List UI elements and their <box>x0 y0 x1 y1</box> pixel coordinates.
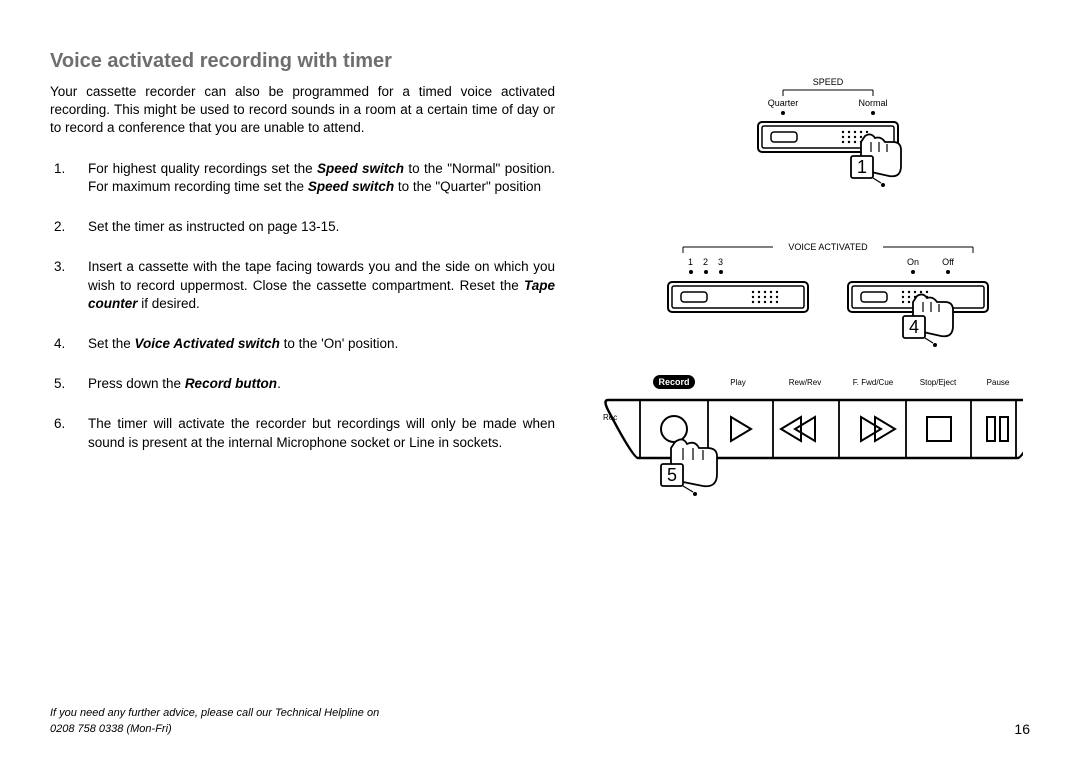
page-footer: If you need any further advice, please c… <box>50 706 1030 737</box>
step-6: 6.The timer will activate the recorder b… <box>78 415 555 451</box>
content-row: Voice activated recording with timer You… <box>50 50 1030 515</box>
va-on-label: On <box>907 257 919 267</box>
rew-label: Rew/Rev <box>789 378 821 387</box>
pause-label: Pause <box>987 378 1010 387</box>
va-num-2: 2 <box>703 257 708 267</box>
callout-1-text: 1 <box>857 157 867 177</box>
speed-label: SPEED <box>813 77 844 87</box>
va-num-1: 1 <box>688 257 693 267</box>
callout-4-text: 4 <box>909 317 919 337</box>
voice-activated-label: VOICE ACTIVATED <box>788 242 868 252</box>
manual-page: Voice activated recording with timer You… <box>0 0 1080 761</box>
step-3: 3. Insert a cassette with the tape facin… <box>78 258 555 313</box>
record-label: Record <box>658 377 689 387</box>
step-5: 5. Press down the Record button. <box>78 375 555 393</box>
page-number: 16 <box>1014 721 1030 737</box>
stop-label: Stop/Eject <box>920 378 957 387</box>
text-column: Voice activated recording with timer You… <box>50 50 555 515</box>
page-title: Voice activated recording with timer <box>50 50 555 73</box>
speed-normal-label: Normal <box>858 98 887 108</box>
diagram-column: SPEED Quarter Normal <box>583 50 1023 515</box>
va-num-3: 3 <box>718 257 723 267</box>
fwd-label: F. Fwd/Cue <box>853 378 894 387</box>
helpline-text: If you need any further advice, please c… <box>50 706 379 737</box>
step-1: 1. For highest quality recordings set th… <box>78 160 555 196</box>
va-off-label: Off <box>942 257 954 267</box>
speed-quarter-label: Quarter <box>768 98 799 108</box>
instruction-diagram: SPEED Quarter Normal <box>583 50 1023 510</box>
rec-small-label: Rec <box>603 413 617 422</box>
step-2: 2.Set the timer as instructed on page 13… <box>78 218 555 236</box>
instruction-list: 1. For highest quality recordings set th… <box>50 160 555 452</box>
step-4: 4. Set the Voice Activated switch to the… <box>78 335 555 353</box>
play-label: Play <box>730 378 746 387</box>
callout-5-text: 5 <box>667 465 677 485</box>
intro-paragraph: Your cassette recorder can also be progr… <box>50 83 555 138</box>
